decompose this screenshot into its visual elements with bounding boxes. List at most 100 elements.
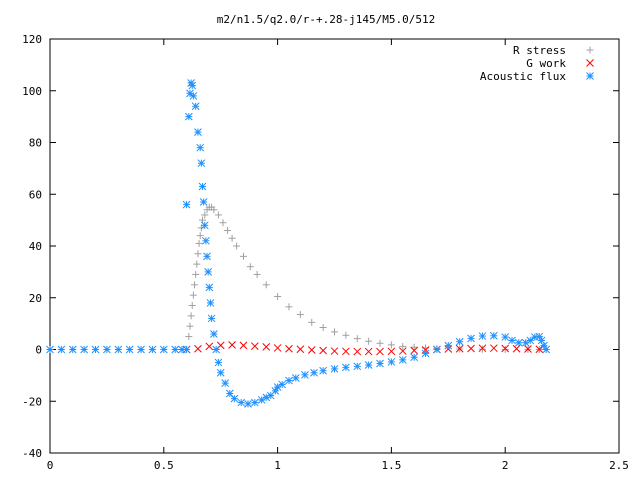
legend-marker <box>586 46 594 54</box>
plot-frame <box>49 38 620 454</box>
data-point <box>285 344 293 353</box>
data-point <box>195 239 203 247</box>
legend-label: R stress <box>513 44 566 57</box>
data-point <box>194 344 202 353</box>
chart-title: m2/n1.5/q2.0/r-+.28-j145/M5.0/512 <box>217 13 436 26</box>
data-point <box>330 347 339 355</box>
legend-label: Acoustic flux <box>480 70 566 83</box>
data-point <box>171 345 180 354</box>
data-point <box>478 344 487 353</box>
data-point <box>410 353 419 362</box>
data-point <box>285 303 293 311</box>
y-tick-label: 100 <box>22 85 42 98</box>
data-point <box>182 200 191 209</box>
data-point <box>228 234 236 242</box>
data-point <box>364 361 373 369</box>
data-point <box>410 346 419 355</box>
data-point <box>278 380 287 389</box>
y-tick-label: 40 <box>29 240 42 253</box>
data-point <box>194 250 202 258</box>
data-point <box>478 332 487 340</box>
data-point <box>197 159 206 168</box>
data-point <box>194 128 202 137</box>
data-point <box>253 270 261 278</box>
data-point <box>489 331 498 340</box>
data-point <box>186 322 194 330</box>
series-0 <box>185 203 543 353</box>
data-marks <box>46 79 551 408</box>
data-point <box>80 345 88 354</box>
data-point <box>342 347 350 356</box>
data-point <box>398 347 407 355</box>
data-point <box>206 299 215 307</box>
data-point <box>262 343 271 351</box>
y-tick-label: 80 <box>29 137 42 150</box>
data-point <box>237 398 246 407</box>
data-point <box>198 182 207 191</box>
data-point <box>296 345 305 354</box>
series-2 <box>46 79 551 408</box>
data-point <box>182 345 191 354</box>
data-point <box>301 371 309 379</box>
data-point <box>296 311 304 319</box>
data-point <box>319 324 327 332</box>
data-point <box>114 345 123 354</box>
x-tick-label: 1.5 <box>381 459 401 472</box>
data-point <box>188 81 197 90</box>
data-point <box>444 341 453 350</box>
data-point <box>342 363 350 372</box>
x-tick-label: 1 <box>274 459 281 472</box>
data-point <box>201 211 209 219</box>
x-tick-label: 2 <box>502 459 509 472</box>
data-point <box>207 314 216 323</box>
data-point <box>224 226 232 234</box>
data-point <box>191 102 200 111</box>
data-point <box>273 344 282 352</box>
data-point <box>188 302 196 310</box>
data-point <box>512 344 521 353</box>
legend-marker <box>586 59 594 67</box>
data-point <box>501 346 509 353</box>
data-point <box>196 143 205 152</box>
data-point <box>535 345 544 354</box>
data-point <box>467 334 475 343</box>
data-point <box>310 368 318 377</box>
data-point <box>233 242 241 250</box>
data-point <box>203 252 211 261</box>
data-point <box>524 345 532 353</box>
data-point <box>274 292 282 300</box>
series-1 <box>182 340 544 356</box>
data-point <box>387 358 396 366</box>
data-point <box>365 337 373 345</box>
data-point <box>353 347 362 356</box>
data-point <box>137 345 145 354</box>
data-point <box>57 345 66 354</box>
y-tick-label: -40 <box>22 447 42 460</box>
data-point <box>353 362 362 371</box>
data-point <box>202 236 210 245</box>
data-point <box>262 281 270 289</box>
data-point <box>210 330 218 338</box>
data-point <box>212 345 221 354</box>
data-point <box>221 379 230 387</box>
x-tick-label: 2.5 <box>609 459 629 472</box>
data-point <box>125 345 134 354</box>
data-point <box>433 345 441 354</box>
data-point <box>246 263 254 271</box>
data-point <box>285 376 293 385</box>
x-tick-label: 0 <box>47 459 54 472</box>
data-point <box>204 268 213 276</box>
data-point <box>189 92 198 100</box>
data-point <box>187 312 195 320</box>
y-tick-label: 0 <box>35 344 42 357</box>
data-point <box>159 345 168 354</box>
data-point <box>387 341 395 349</box>
data-point <box>192 270 200 278</box>
data-point <box>228 340 236 349</box>
data-point <box>214 358 223 367</box>
data-point <box>410 343 418 351</box>
data-point <box>200 221 209 230</box>
data-point <box>219 219 227 227</box>
data-point <box>515 338 523 347</box>
